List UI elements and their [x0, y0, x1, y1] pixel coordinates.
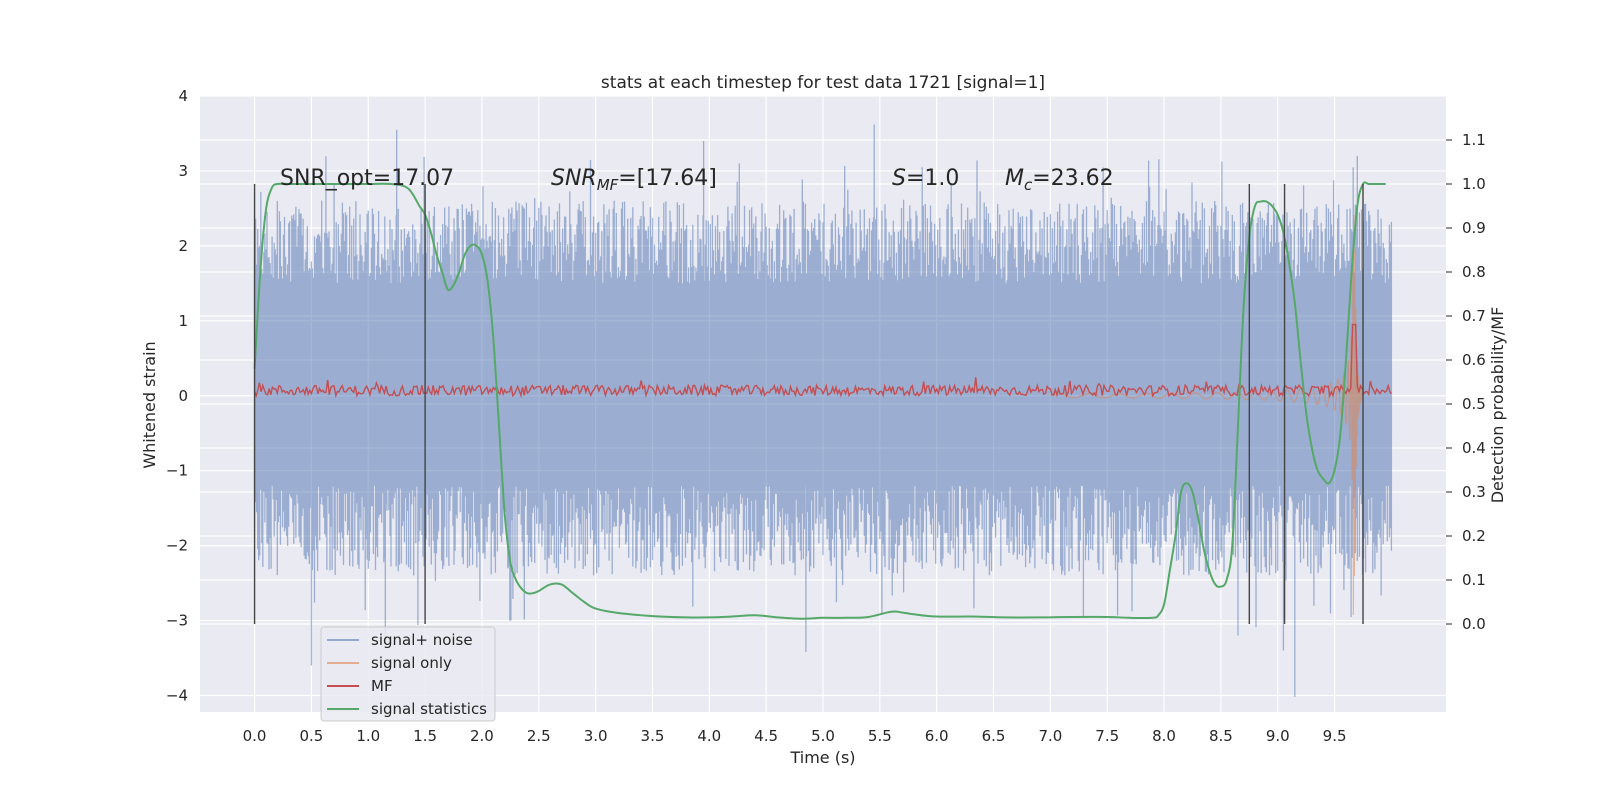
x-tick-label: 4.0	[697, 727, 721, 745]
y-tick-label: −1	[166, 462, 188, 480]
s-value: =1.0	[906, 166, 959, 191]
series-mf	[253, 323, 1392, 399]
chart-title: stats at each timestep for test data 172…	[601, 73, 1045, 93]
series-signal-statistics	[253, 181, 1386, 620]
y2-tick-label: 1.0	[1462, 175, 1486, 193]
x-tick-label: 3.0	[584, 727, 608, 745]
y2-tick-labels: 1.1 1.0 0.9 0.8 0.7 0.6 0.5 0.4 0.3 0.2 0.1 0.0	[1446, 131, 1486, 633]
y-tick-label: −3	[166, 612, 188, 630]
series-layer	[253, 124, 1393, 697]
legend-label-signal-only: signal only	[371, 654, 452, 672]
mc-value: =23.62	[1032, 166, 1113, 191]
x-tick-label: 1.5	[413, 727, 437, 745]
x-tick-label: 2.5	[527, 727, 551, 745]
y2-tick-label: 0.4	[1462, 439, 1486, 457]
y2-tick-label: 0.6	[1462, 351, 1486, 369]
x-tick-label: 6.5	[982, 727, 1006, 745]
snr-mf-symbol: SNR	[551, 166, 597, 191]
y2-axis-title: Detection probability/MF	[1488, 307, 1507, 504]
mc-subscript: c	[1024, 176, 1033, 194]
y2-tick-label: 0.9	[1462, 219, 1486, 237]
s-symbol: S	[892, 166, 906, 191]
s-annotation: S=1.0	[892, 166, 959, 191]
snr-mf-annotation: SNRMF=[17.64]	[551, 166, 717, 194]
legend-label-signal-noise: signal+ noise	[371, 631, 473, 649]
mc-annotation: Mc=23.62	[1005, 166, 1114, 194]
y-tick-label: 1	[178, 312, 188, 330]
y-tick-label: 2	[178, 237, 188, 255]
y-tick-labels: 4 3 2 1 0 −1 −2 −3 −4	[166, 87, 188, 705]
snr-mf-subscript: MF	[597, 176, 619, 194]
x-tick-labels: 0.0 0.5 1.0 1.5 2.0 2.5 3.0 3.5 4.0 4.5 5.0 5.5 6.0 6…	[243, 727, 1347, 745]
y2-tick-label: 0.5	[1462, 395, 1486, 413]
y2-tick-label: 0.1	[1462, 571, 1486, 589]
x-tick-label: 5.5	[868, 727, 892, 745]
x-tick-label: 2.0	[470, 727, 494, 745]
x-tick-label: 9.0	[1266, 727, 1290, 745]
x-tick-label: 6.0	[925, 727, 949, 745]
legend: signal+ noise signal only MF signal stat…	[320, 626, 496, 722]
legend-box	[320, 626, 496, 722]
y-tick-label: 0	[178, 387, 188, 405]
legend-label-signal-statistics: signal statistics	[371, 700, 487, 718]
y2-tick-label: 0.0	[1462, 615, 1486, 633]
x-tick-label: 8.5	[1209, 727, 1233, 745]
legend-label-mf: MF	[371, 677, 393, 695]
snr-opt-annotation: SNR_opt=17.07	[280, 166, 454, 191]
y-tick-label: −4	[166, 687, 188, 705]
y2-tick-label: 1.1	[1462, 131, 1486, 149]
x-tick-label: 0.0	[243, 727, 267, 745]
y2-tick-label: 0.7	[1462, 307, 1486, 325]
vertical-markers	[253, 184, 1364, 624]
y2-tick-label: 0.8	[1462, 263, 1486, 281]
x-tick-label: 8.0	[1152, 727, 1176, 745]
x-tick-label: 7.5	[1095, 727, 1119, 745]
y-tick-label: 3	[178, 162, 188, 180]
x-tick-label: 4.5	[754, 727, 778, 745]
y2-tick-label: 0.2	[1462, 527, 1486, 545]
mc-symbol: M	[1005, 166, 1024, 191]
x-tick-label: 9.5	[1323, 727, 1347, 745]
x-axis-title: Time (s)	[789, 748, 855, 767]
x-tick-label: 1.0	[356, 727, 380, 745]
x-tick-label: 3.5	[641, 727, 665, 745]
x-tick-label: 5.0	[811, 727, 835, 745]
snr-mf-value: =[17.64]	[618, 166, 717, 191]
x-tick-label: 0.5	[299, 727, 323, 745]
y-axis-title: Whitened strain	[140, 341, 159, 468]
x-tick-label: 7.0	[1038, 727, 1062, 745]
y-tick-label: 4	[178, 87, 188, 105]
y2-tick-label: 0.3	[1462, 483, 1486, 501]
y-tick-label: −2	[166, 537, 188, 555]
